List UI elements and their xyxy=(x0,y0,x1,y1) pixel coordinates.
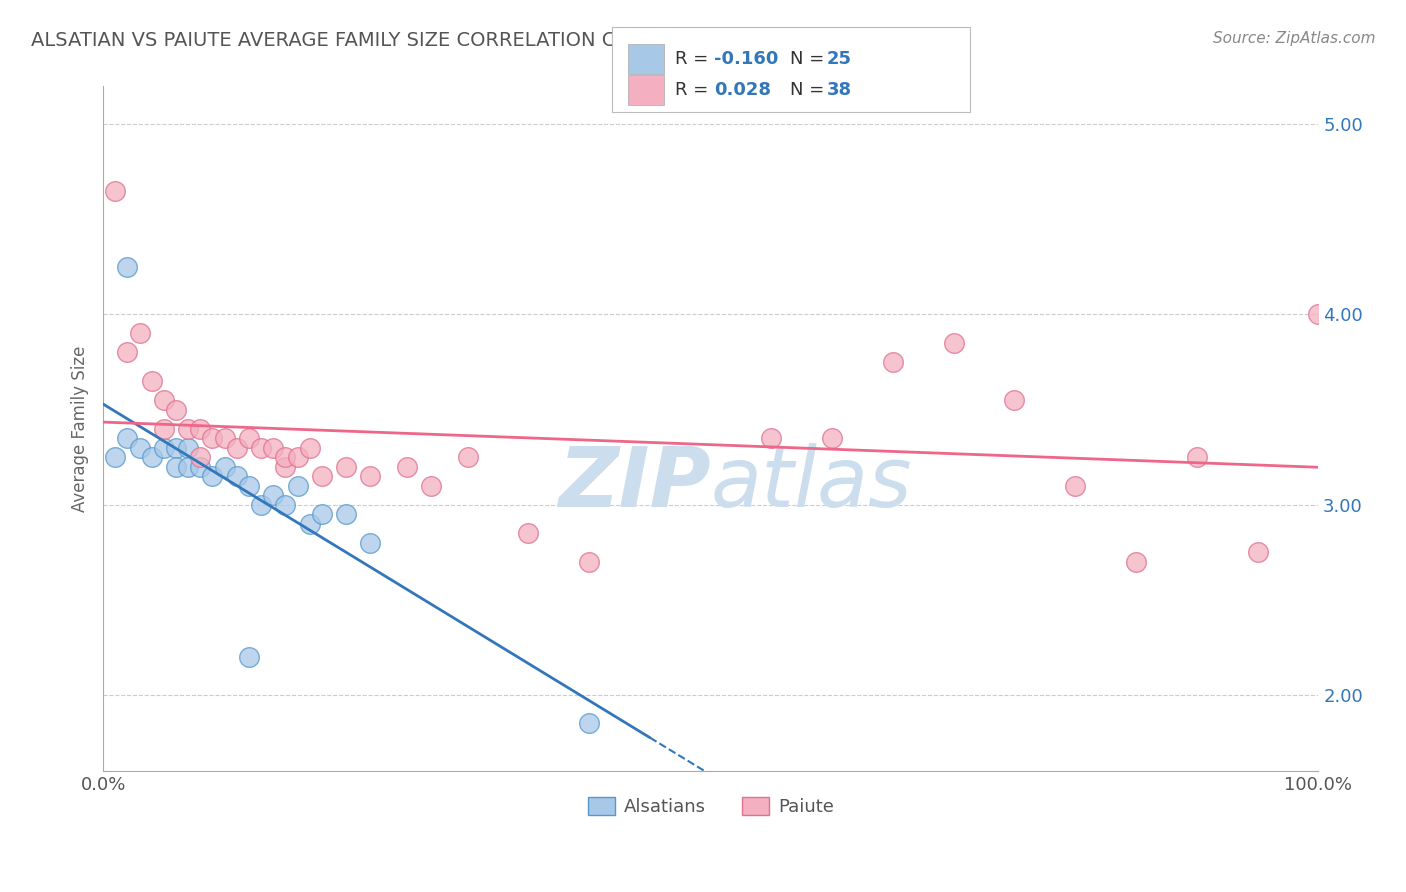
Point xyxy=(188,421,211,435)
Point xyxy=(238,649,260,664)
Point xyxy=(177,441,200,455)
Point xyxy=(942,336,965,351)
Point xyxy=(128,326,150,341)
Point xyxy=(250,441,273,455)
Point xyxy=(117,431,139,445)
Y-axis label: Average Family Size: Average Family Size xyxy=(72,345,89,512)
Point xyxy=(274,450,297,464)
Point xyxy=(117,260,139,274)
Point xyxy=(287,478,309,492)
Point xyxy=(104,450,127,464)
Point xyxy=(517,526,540,541)
Point xyxy=(1185,450,1208,464)
Point xyxy=(311,469,333,483)
Point xyxy=(274,459,297,474)
Point xyxy=(335,507,357,521)
Point xyxy=(1064,478,1087,492)
Point xyxy=(201,469,224,483)
Point xyxy=(238,431,260,445)
Text: 38: 38 xyxy=(827,81,852,99)
Point xyxy=(188,450,211,464)
Point xyxy=(153,392,176,407)
Point xyxy=(578,716,600,731)
Point xyxy=(117,345,139,359)
Point xyxy=(395,459,418,474)
Point xyxy=(1308,308,1330,322)
Point xyxy=(238,478,260,492)
Point xyxy=(214,459,236,474)
Point xyxy=(821,431,844,445)
Legend: Alsatians, Paiute: Alsatians, Paiute xyxy=(581,789,841,823)
Point xyxy=(153,441,176,455)
Point xyxy=(225,469,247,483)
Point xyxy=(153,421,176,435)
Point xyxy=(1125,555,1147,569)
Point xyxy=(104,184,127,198)
Point xyxy=(457,450,479,464)
Point xyxy=(761,431,783,445)
Point xyxy=(335,459,357,474)
Point xyxy=(165,441,187,455)
Point xyxy=(262,441,284,455)
Point xyxy=(359,535,381,549)
Text: 25: 25 xyxy=(827,50,852,68)
Point xyxy=(359,469,381,483)
Point xyxy=(250,498,273,512)
Point xyxy=(298,516,321,531)
Point xyxy=(165,402,187,417)
Text: -0.160: -0.160 xyxy=(714,50,779,68)
Point xyxy=(298,441,321,455)
Point xyxy=(128,441,150,455)
Point xyxy=(165,459,187,474)
Text: 0.028: 0.028 xyxy=(714,81,772,99)
Point xyxy=(177,459,200,474)
Point xyxy=(420,478,443,492)
Point xyxy=(201,431,224,445)
Point xyxy=(177,421,200,435)
Point xyxy=(262,488,284,502)
Text: ALSATIAN VS PAIUTE AVERAGE FAMILY SIZE CORRELATION CHART: ALSATIAN VS PAIUTE AVERAGE FAMILY SIZE C… xyxy=(31,31,668,50)
Text: atlas: atlas xyxy=(710,442,912,524)
Point xyxy=(311,507,333,521)
Text: Source: ZipAtlas.com: Source: ZipAtlas.com xyxy=(1212,31,1375,46)
Text: N =: N = xyxy=(790,50,830,68)
Text: ZIP: ZIP xyxy=(558,442,710,524)
Point xyxy=(882,355,904,369)
Text: N =: N = xyxy=(790,81,830,99)
Text: R =: R = xyxy=(675,50,714,68)
Point xyxy=(578,555,600,569)
Point xyxy=(141,374,163,388)
Point xyxy=(225,441,247,455)
Point xyxy=(214,431,236,445)
Point xyxy=(274,498,297,512)
Point xyxy=(1246,545,1268,559)
Point xyxy=(1004,392,1026,407)
Point xyxy=(188,459,211,474)
Point xyxy=(141,450,163,464)
Text: R =: R = xyxy=(675,81,714,99)
Point xyxy=(287,450,309,464)
